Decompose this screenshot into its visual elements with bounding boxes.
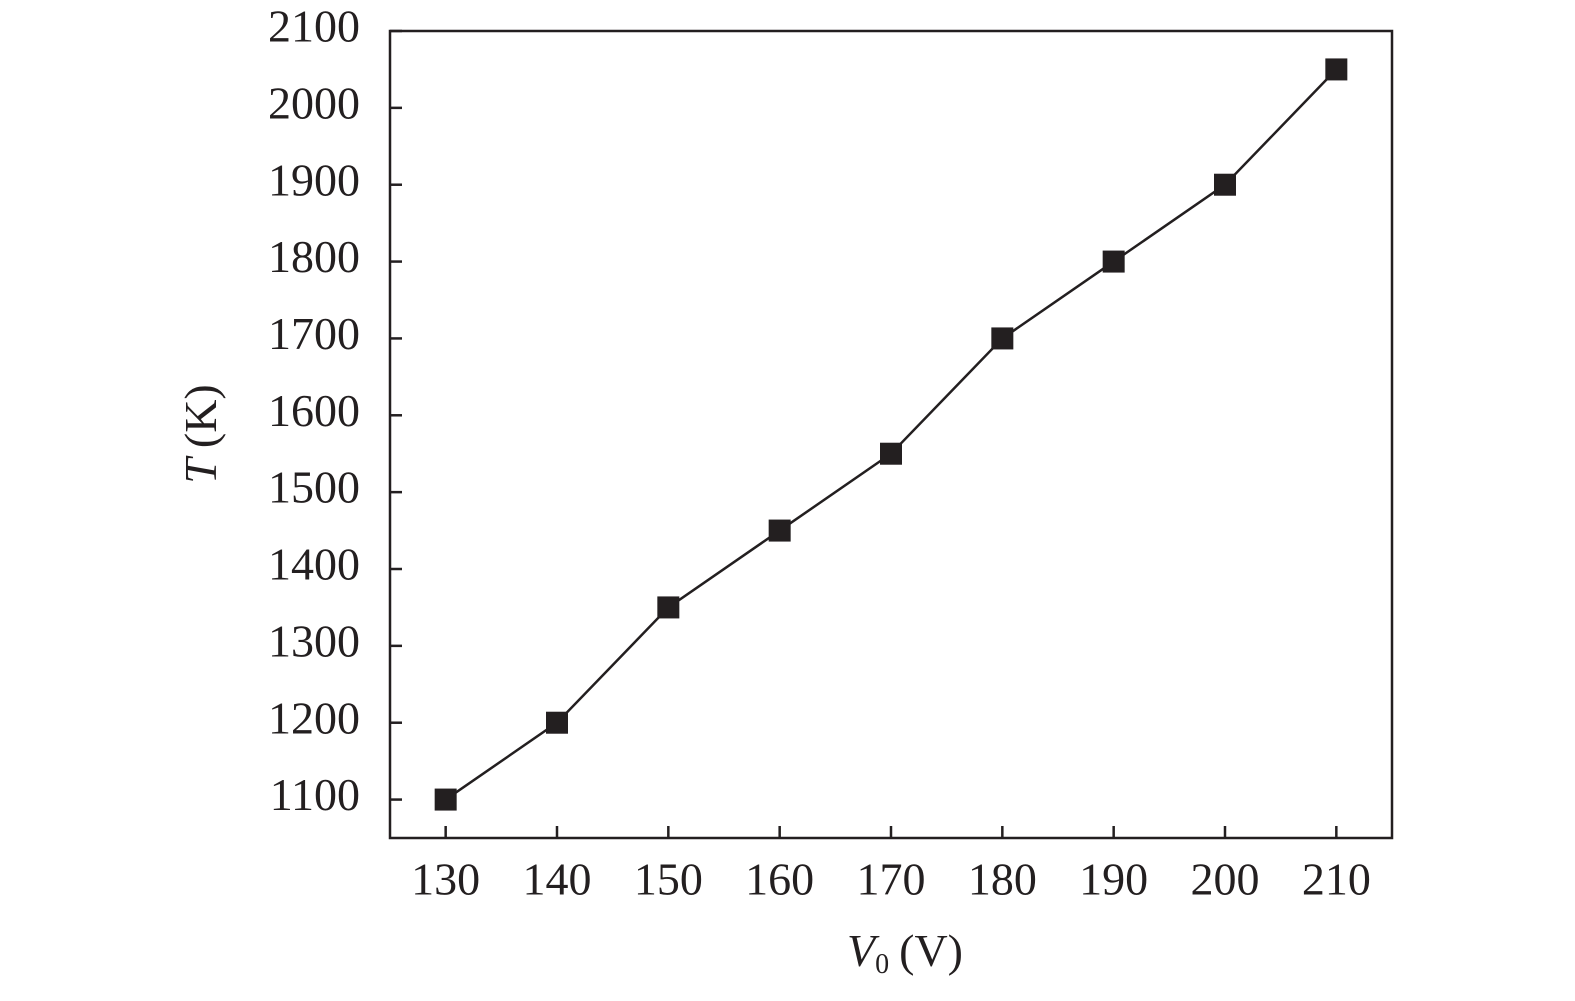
x-tick-label: 150 (634, 854, 703, 905)
y-label-symbol: T (175, 455, 226, 484)
y-axis-label: T (K) (175, 384, 226, 483)
marker (546, 711, 568, 734)
y-label-unit: (K) (175, 384, 226, 448)
marker (768, 519, 791, 542)
marker (991, 327, 1014, 350)
plot-frame (388, 29, 1394, 840)
x-label-subscript: 0 (875, 949, 889, 980)
y-tick-label: 1700 (268, 308, 360, 359)
marker (1102, 250, 1125, 273)
y-tick-label: 2100 (268, 1, 360, 52)
y-tick-label: 1300 (268, 615, 360, 666)
x-tick-label: 140 (523, 854, 592, 905)
x-tick-label: 210 (1302, 854, 1371, 905)
x-tick-label: 160 (745, 854, 814, 905)
y-tick-label: 1200 (268, 692, 360, 743)
x-label-symbol: V (847, 925, 880, 976)
marker (880, 442, 902, 465)
x-tick-label: 130 (411, 854, 480, 905)
marker (657, 596, 680, 619)
x-tick-label: 200 (1191, 854, 1260, 905)
y-tick-label: 2000 (268, 77, 360, 128)
x-tick-label: 170 (857, 854, 926, 905)
y-tick-label: 1100 (270, 769, 360, 820)
marker (1325, 58, 1348, 81)
x-label-unit: (V) (899, 925, 963, 976)
x-tick-label: 180 (968, 854, 1037, 905)
y-tick-label: 1800 (268, 231, 360, 282)
line (444, 68, 1338, 801)
marker (1214, 173, 1236, 196)
y-tick-label: 1900 (268, 154, 360, 205)
y-tick-label: 1600 (268, 385, 360, 436)
y-tick-label: 1400 (268, 539, 360, 590)
x-tick-label: 190 (1079, 854, 1148, 905)
y-tick-label: 1500 (268, 462, 360, 513)
x-axis-label: V0 (V) (847, 925, 963, 981)
marker (434, 788, 457, 811)
